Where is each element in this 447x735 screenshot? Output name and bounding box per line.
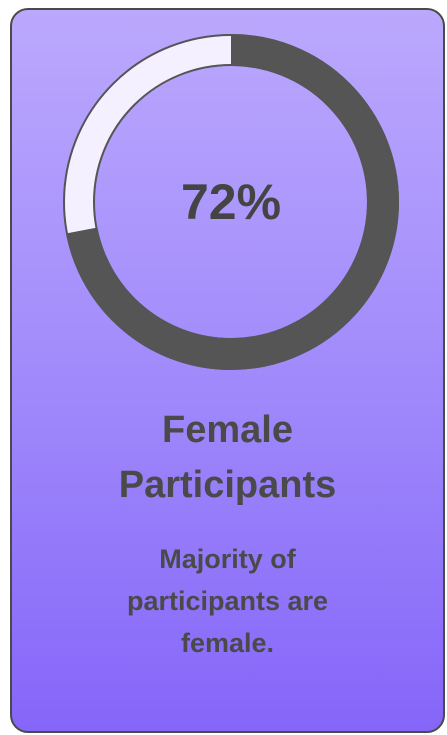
- arcs: [63, 34, 399, 370]
- value-label: 72%: [181, 174, 281, 230]
- card-title: Female Participants: [118, 409, 337, 506]
- subtitle-block: Majority of participants are female.: [12, 538, 443, 664]
- card: 72% Female Participants Majority of part…: [10, 8, 445, 733]
- title-block: Female Participants: [12, 403, 443, 513]
- value-arc: [63, 34, 399, 370]
- donut-chart: 72%: [63, 34, 399, 370]
- card-subtitle: Majority of participants are female.: [126, 544, 329, 658]
